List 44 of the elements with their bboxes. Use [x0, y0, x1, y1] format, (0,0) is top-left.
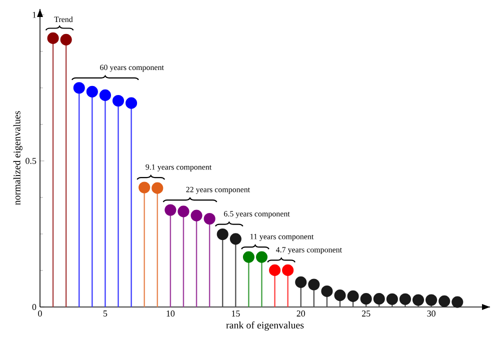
- x-axis-title: rank of eigenvalues: [226, 321, 304, 331]
- x-tick-label: 10: [166, 310, 175, 317]
- x-tick-label: 0: [38, 310, 42, 317]
- x-tick-label: 25: [362, 310, 370, 317]
- point: [426, 294, 438, 306]
- point: [295, 276, 307, 288]
- point: [438, 295, 450, 307]
- point: [164, 204, 176, 216]
- point: [360, 293, 372, 305]
- point: [99, 89, 111, 101]
- point: [282, 264, 294, 276]
- point: [152, 182, 164, 194]
- point: [204, 212, 216, 225]
- y-tick-label: 0: [32, 304, 36, 310]
- point: [73, 82, 85, 94]
- y-tick-label: 0.5: [26, 158, 36, 164]
- point: [138, 182, 150, 194]
- point: [412, 294, 424, 306]
- point: [321, 285, 333, 298]
- point: [47, 32, 59, 44]
- point: [334, 290, 346, 302]
- point: [126, 97, 138, 109]
- point: [386, 293, 398, 305]
- x-tick-label: 20: [296, 310, 306, 317]
- point: [308, 278, 320, 290]
- point: [452, 296, 464, 308]
- point: [269, 264, 281, 276]
- y-tick-label: 1: [32, 12, 36, 18]
- point: [256, 251, 268, 263]
- x-tick-label: 5: [103, 310, 108, 316]
- point: [216, 228, 228, 240]
- point: [242, 251, 254, 263]
- x-tick-label: 30: [427, 310, 436, 317]
- point: [399, 293, 412, 305]
- point: [112, 94, 124, 107]
- y-axis-title: normalized eigenvalues: [13, 111, 22, 205]
- point: [230, 233, 242, 245]
- point: [347, 290, 359, 302]
- point: [178, 206, 190, 218]
- point: [86, 86, 98, 98]
- x-tick-label: 15: [232, 310, 240, 317]
- point: [373, 293, 385, 305]
- point: [60, 34, 72, 46]
- point: [190, 210, 202, 222]
